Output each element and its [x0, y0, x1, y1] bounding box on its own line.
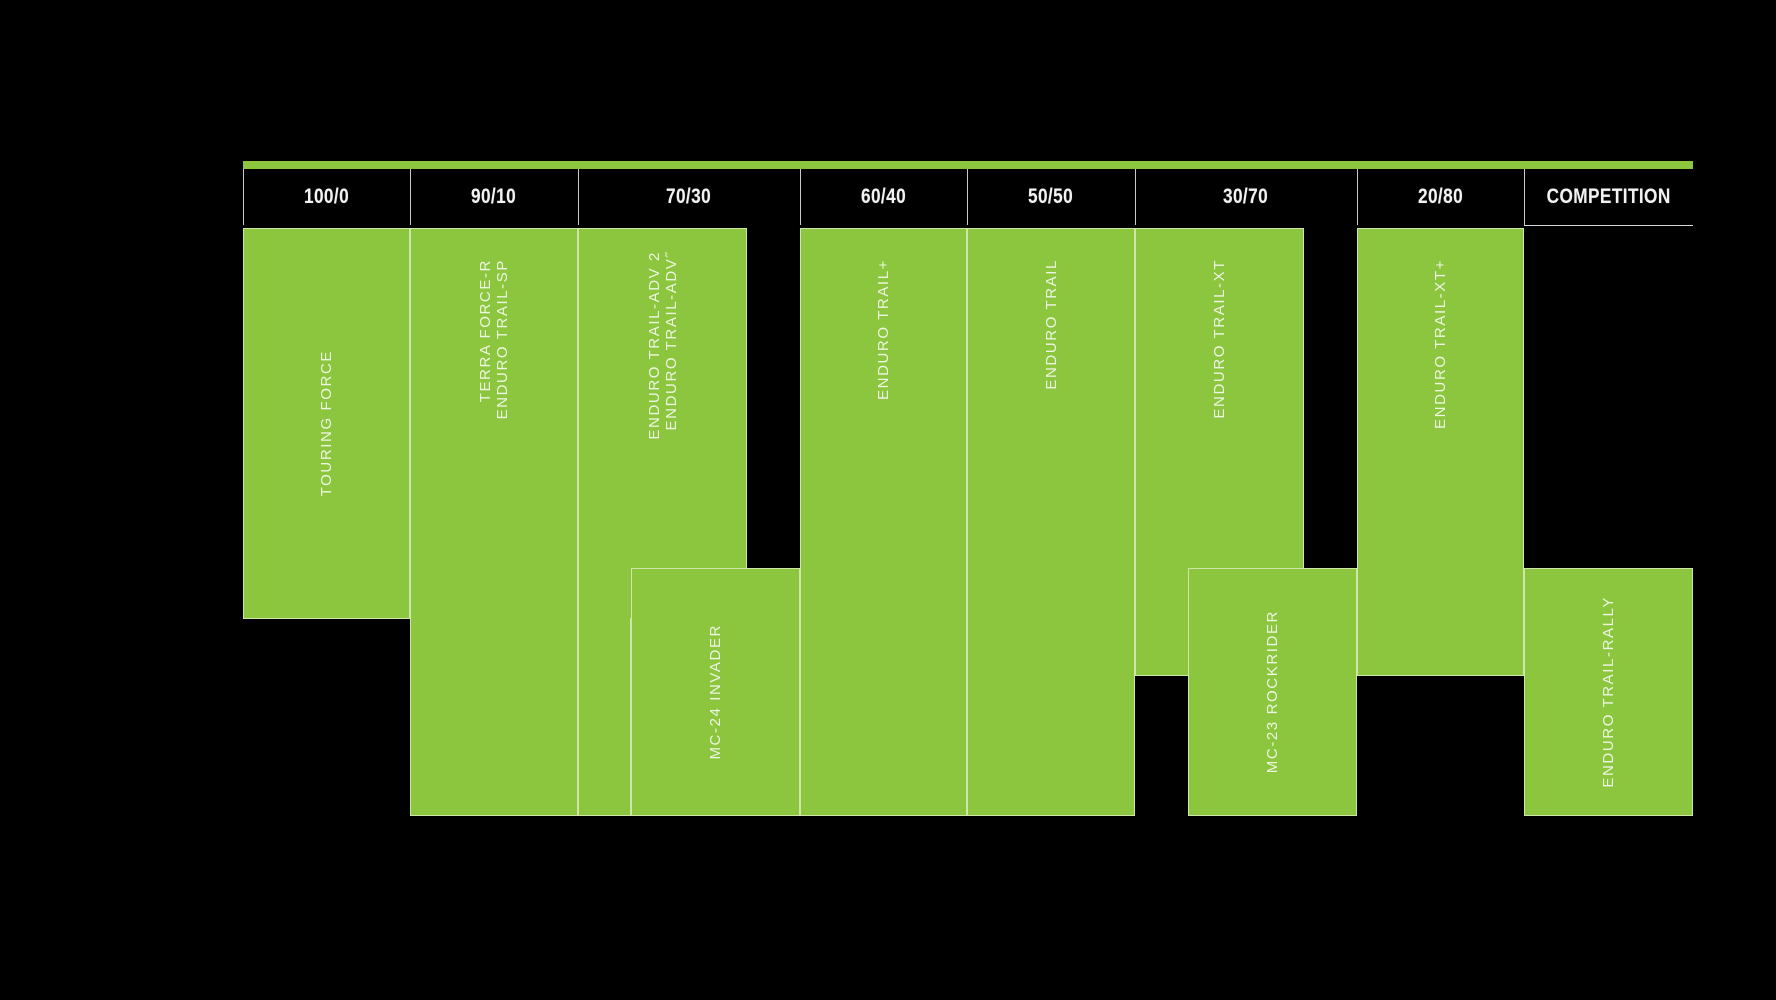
bar-enduro-trail-adv-extension — [578, 618, 631, 816]
header-cell-90-10[interactable]: 90/10 — [410, 169, 578, 225]
category-header-row: 100/0 90/10 70/30 60/40 50/50 30/70 20/8… — [243, 169, 1693, 225]
header-separator — [243, 169, 244, 225]
header-cell-30-70[interactable]: 30/70 — [1135, 169, 1357, 225]
header-label: 30/70 — [1223, 185, 1269, 208]
bar-label-group: TERRA FORCE-R ENDURO TRAIL-SP — [411, 229, 577, 815]
header-separator — [578, 169, 579, 225]
competition-underline — [1524, 225, 1693, 226]
bar-label-group: ENDURO TRAIL-ADV 2 ENDURO TRAIL-ADV˝ — [579, 229, 746, 624]
bar-enduro-trail-plus[interactable]: ENDURO TRAIL+ — [800, 228, 967, 816]
header-label: 90/10 — [471, 185, 517, 208]
bar-label-group: MC-23 ROCKRIDER — [1189, 569, 1356, 815]
bar-label: ENDURO TRAIL — [1042, 259, 1060, 390]
header-cell-competition[interactable]: COMPETITION — [1524, 169, 1693, 225]
header-label: 70/30 — [666, 185, 712, 208]
bar-mc-24-invader[interactable]: MC-24 INVADER — [631, 568, 800, 816]
header-label: 100/0 — [303, 185, 350, 208]
header-separator — [1524, 169, 1525, 225]
bar-label: ENDURO TRAIL-XT — [1211, 259, 1228, 419]
bar-enduro-trail[interactable]: ENDURO TRAIL — [967, 228, 1135, 816]
header-label: COMPETITION — [1546, 185, 1671, 208]
bar-enduro-trail-rally[interactable]: ENDURO TRAIL-RALLY — [1524, 568, 1693, 816]
header-separator — [1357, 169, 1358, 225]
bar-label: ENDURO TRAIL+ — [875, 259, 892, 400]
bar-label: MC-23 ROCKRIDER — [1264, 610, 1281, 774]
header-label: 50/50 — [1028, 185, 1074, 208]
bar-enduro-trail-xt-plus[interactable]: ENDURO TRAIL-XT+ — [1357, 228, 1524, 676]
header-cell-70-30[interactable]: 70/30 — [578, 169, 800, 225]
bar-label-group: MC-24 INVADER — [632, 569, 799, 815]
bar-label-group: ENDURO TRAIL — [968, 229, 1134, 815]
bar-label: MC-24 INVADER — [707, 624, 724, 760]
bar-label: ENDURO TRAIL-SP — [494, 259, 511, 420]
bar-label: TERRA FORCE-R — [477, 259, 494, 403]
bar-touring-force[interactable]: TOURING FORCE — [243, 228, 410, 619]
bar-terra-force-r[interactable]: TERRA FORCE-R ENDURO TRAIL-SP — [410, 228, 578, 816]
bar-mc-23-rockrider[interactable]: MC-23 ROCKRIDER — [1188, 568, 1357, 816]
header-separator — [1135, 169, 1136, 225]
header-separator — [800, 169, 801, 225]
bar-label: ENDURO TRAIL-ADV˝ — [662, 251, 680, 431]
bar-label-group: TOURING FORCE — [244, 229, 409, 618]
header-label: 20/80 — [1417, 185, 1464, 208]
bar-enduro-trail-adv[interactable]: ENDURO TRAIL-ADV 2 ENDURO TRAIL-ADV˝ — [578, 228, 747, 625]
header-cell-50-50[interactable]: 50/50 — [967, 169, 1135, 225]
header-cell-20-80[interactable]: 20/80 — [1357, 169, 1524, 225]
bar-label-group: ENDURO TRAIL-XT+ — [1358, 229, 1523, 675]
header-label: 60/40 — [860, 185, 907, 208]
bar-label-group: ENDURO TRAIL-RALLY — [1525, 569, 1692, 815]
bar-label: ENDURO TRAIL-RALLY — [1600, 596, 1617, 788]
header-cell-100-0[interactable]: 100/0 — [243, 169, 410, 225]
bar-label-group: ENDURO TRAIL+ — [801, 229, 966, 815]
header-separator — [967, 169, 968, 225]
header-separator — [410, 169, 411, 225]
header-cell-60-40[interactable]: 60/40 — [800, 169, 967, 225]
bar-label: ENDURO TRAIL-XT+ — [1432, 259, 1449, 429]
top-accent-rule — [243, 161, 1693, 169]
bar-label: ENDURO TRAIL-ADV 2 — [645, 251, 663, 440]
bar-label: TOURING FORCE — [318, 350, 335, 497]
